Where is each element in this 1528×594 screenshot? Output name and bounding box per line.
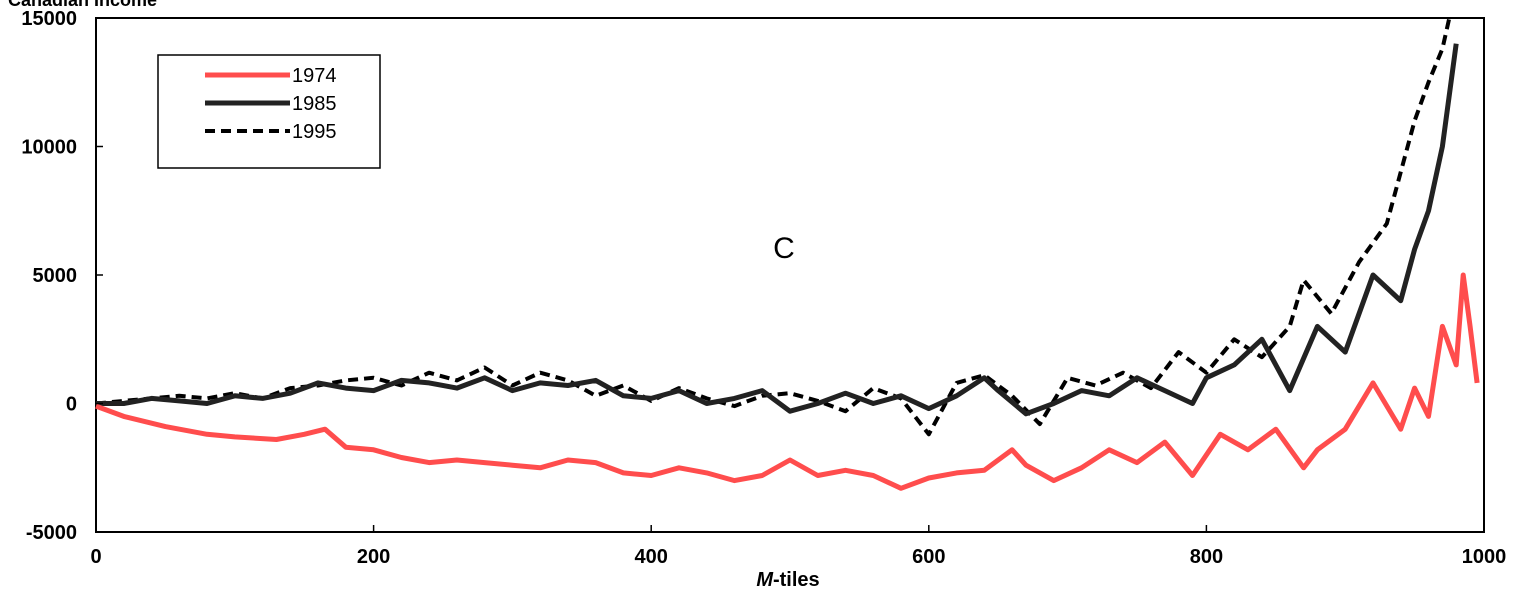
x-axis-ticks: 0 200 400 600 800 1000 xyxy=(90,525,1506,568)
panel-label: C xyxy=(773,232,795,265)
legend-box xyxy=(157,54,381,169)
y-tick-label: -5000 xyxy=(26,522,77,544)
x-axis-label-prefix: M xyxy=(756,569,774,591)
chart-title: Canadian Income xyxy=(8,0,157,10)
x-axis-label: M-tiles xyxy=(756,569,819,591)
series-layer xyxy=(95,17,1480,491)
x-tick-label: 0 xyxy=(90,546,101,568)
series-line-1985 xyxy=(96,43,1459,417)
x-axis-label-suffix: -tiles xyxy=(773,569,820,591)
legend-label-1995: 1995 xyxy=(292,121,337,143)
legend-label-1974: 1974 xyxy=(292,65,337,87)
legend: 1974 1985 1995 xyxy=(157,54,381,169)
y-tick-label: 0 xyxy=(66,394,77,416)
legend-items: 1974 1985 1995 xyxy=(205,65,337,143)
x-tick-label: 800 xyxy=(1190,546,1223,568)
legend-label-1985: 1985 xyxy=(292,93,337,115)
y-tick-label: 15000 xyxy=(21,8,77,30)
y-tick-label: 10000 xyxy=(21,137,77,159)
x-tick-label: 400 xyxy=(635,546,668,568)
series-line-1974 xyxy=(95,272,1480,491)
y-tick-label: 5000 xyxy=(33,265,78,287)
y-axis-ticks: 15000 10000 5000 0 -5000 xyxy=(21,8,103,544)
x-tick-label: 600 xyxy=(912,546,945,568)
x-tick-label: 200 xyxy=(357,546,390,568)
x-tick-label: 1000 xyxy=(1462,546,1507,568)
